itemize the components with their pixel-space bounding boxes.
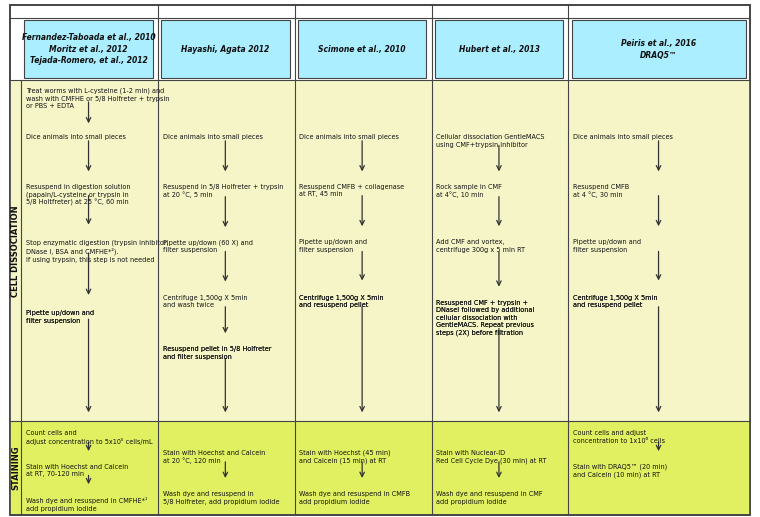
Text: Pipette up/down and
filter suspension: Pipette up/down and filter suspension [26, 310, 94, 324]
Text: Centrifuge 1,500g X 5min
and resuspend pellet: Centrifuge 1,500g X 5min and resuspend p… [573, 295, 657, 308]
Text: Dice animals into small pieces: Dice animals into small pieces [26, 134, 125, 141]
Text: Centrifuge 1,500g X 5min
and resuspend pellet: Centrifuge 1,500g X 5min and resuspend p… [299, 295, 384, 308]
Text: Rock sample in CMF
at 4°C, 10 min: Rock sample in CMF at 4°C, 10 min [436, 184, 502, 198]
Text: Resuspend CMF + trypsin +
DNaseI followed by additional
cellular dissociation wi: Resuspend CMF + trypsin + DNaseI followe… [436, 300, 534, 337]
Text: Stain with DRAQ5™ (20 min)
and Calcein (10 min) at RT: Stain with DRAQ5™ (20 min) and Calcein (… [573, 464, 667, 478]
Text: Resuspend in digestion solution
(papain/L-cysteine or trypsin in
5/8 Holtfreter): Resuspend in digestion solution (papain/… [26, 184, 131, 206]
Bar [161, 20, 290, 78]
Text: Resuspend CMF + trypsin +
DNaseI followed by additional
cellular dissociation wi: Resuspend CMF + trypsin + DNaseI followe… [436, 300, 534, 337]
Text: Pipette up/down and
filter suspension: Pipette up/down and filter suspension [573, 239, 641, 253]
Text: Hubert et al., 2013: Hubert et al., 2013 [458, 44, 540, 54]
Text: Wash dye and resuspend in
5/8 Holfreter, add propidium iodide: Wash dye and resuspend in 5/8 Holfreter,… [163, 491, 279, 505]
Text: Pipette up/down and
filter suspension: Pipette up/down and filter suspension [26, 310, 94, 324]
Text: Wash dye and resuspend in CMFB
add propidium iodide: Wash dye and resuspend in CMFB add propi… [299, 491, 410, 505]
Text: Peiris et al., 2016
DRAQ5™: Peiris et al., 2016 DRAQ5™ [621, 39, 696, 59]
Text: Resuspend CMFB
at 4 °C, 30 min: Resuspend CMFB at 4 °C, 30 min [573, 184, 629, 198]
Text: Dice animals into small pieces: Dice animals into small pieces [299, 134, 399, 141]
Text: Scimone et al., 2010: Scimone et al., 2010 [318, 44, 406, 54]
Text: Dice animals into small pieces: Dice animals into small pieces [163, 134, 262, 141]
Text: Pipette up/down and
filter suspension: Pipette up/down and filter suspension [299, 239, 368, 253]
Bar [298, 20, 426, 78]
Text: Stain with Hoechst and Calcein
at RT, 70-120 min: Stain with Hoechst and Calcein at RT, 70… [26, 464, 128, 477]
Text: Wash dye and resuspend in CMFHE*¹
add propidium iodide: Wash dye and resuspend in CMFHE*¹ add pr… [26, 497, 147, 512]
Bar [572, 20, 746, 78]
Text: Wash dye and resuspend in CMF
add propidium iodide: Wash dye and resuspend in CMF add propid… [436, 491, 543, 505]
Text: Cellular dissociation GentleMACS
using CMF+trypsin inhibitor: Cellular dissociation GentleMACS using C… [436, 134, 545, 148]
Text: Fernandez-Taboada et al., 2010
Moritz et al., 2012
Tejada-Romero, et al., 2012: Fernandez-Taboada et al., 2010 Moritz et… [22, 33, 155, 66]
Text: Stain with Nuclear-ID
Red Cell Cycle Dye (30 min) at RT: Stain with Nuclear-ID Red Cell Cycle Dye… [436, 450, 546, 464]
Text: Add CMF and vortex,
centrifuge 300g x 5 min RT: Add CMF and vortex, centrifuge 300g x 5 … [436, 239, 525, 253]
Text: Treat worms with L-cysteine (1-2 min) and
wash with CMFHE or 5/8 Holfreter + try: Treat worms with L-cysteine (1-2 min) an… [26, 88, 169, 110]
Text: Count cells and
adjust concentration to 5x10⁵ cells/mL: Count cells and adjust concentration to … [26, 430, 153, 445]
Text: Centrifuge 1,500g X 5min
and resuspend pellet: Centrifuge 1,500g X 5min and resuspend p… [573, 295, 657, 308]
Bar [10, 421, 750, 514]
Text: Dice animals into small pieces: Dice animals into small pieces [573, 134, 673, 141]
Text: Count cells and adjust
concentration to 1x10⁶ cells: Count cells and adjust concentration to … [573, 430, 665, 444]
Text: CELL DISSOCIATION: CELL DISSOCIATION [11, 205, 20, 297]
Text: Stain with Hoechst (45 min)
and Calcein (15 min) at RT: Stain with Hoechst (45 min) and Calcein … [299, 450, 391, 464]
Bar [10, 80, 750, 421]
Text: Resuspend pellet in 5/8 Holfreter
and filter suspension: Resuspend pellet in 5/8 Holfreter and fi… [163, 346, 271, 360]
Text: STAINING: STAINING [11, 446, 20, 490]
Bar [435, 20, 563, 78]
Text: Resuspend CMFB + collagenase
at RT, 45 min: Resuspend CMFB + collagenase at RT, 45 m… [299, 184, 404, 197]
Text: Stop enzymatic digestion (trypsin inhibitor,
DNase I, BSA and CMFHE*²).
If using: Stop enzymatic digestion (trypsin inhibi… [26, 239, 169, 263]
Text: Resuspend pellet in 5/8 Holfreter
and filter suspension: Resuspend pellet in 5/8 Holfreter and fi… [163, 346, 271, 360]
Text: Pipette up/down (60 X) and
filter suspension: Pipette up/down (60 X) and filter suspen… [163, 239, 252, 253]
Text: Hayashi, Agata 2012: Hayashi, Agata 2012 [181, 44, 270, 54]
Bar [24, 20, 153, 78]
Text: Centrifuge 1,500g X 5min
and resuspend pellet: Centrifuge 1,500g X 5min and resuspend p… [299, 295, 384, 308]
Bar [21, 18, 749, 80]
Text: Stain with Hoechst and Calcein
at 20 °C, 120 min: Stain with Hoechst and Calcein at 20 °C,… [163, 450, 265, 464]
Text: Centrifuge 1,500g X 5min
and wash twice: Centrifuge 1,500g X 5min and wash twice [163, 295, 247, 308]
Text: Resuspend in 5/8 Holfreter + trypsin
at 20 °C, 5 min: Resuspend in 5/8 Holfreter + trypsin at … [163, 184, 283, 198]
